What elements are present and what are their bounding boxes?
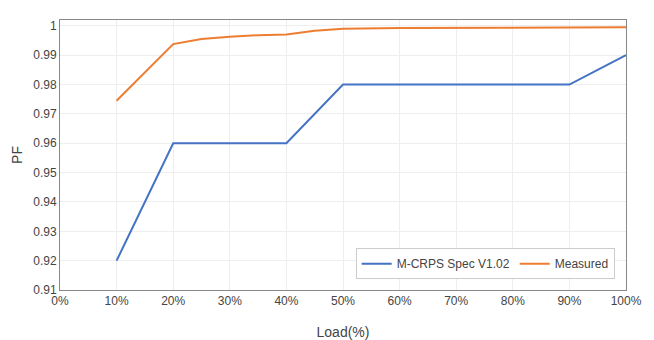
svg-text:70%: 70%: [444, 294, 468, 308]
svg-text:M-CRPS Spec V1.02: M-CRPS Spec V1.02: [397, 257, 510, 271]
svg-text:Measured: Measured: [555, 257, 608, 271]
svg-text:0.99: 0.99: [33, 48, 57, 62]
svg-text:0.97: 0.97: [33, 107, 57, 121]
svg-text:0%: 0%: [51, 294, 69, 308]
svg-text:PF: PF: [9, 146, 25, 164]
svg-text:Load(%): Load(%): [317, 324, 370, 340]
svg-text:80%: 80%: [501, 294, 525, 308]
svg-text:60%: 60%: [388, 294, 412, 308]
svg-text:0.94: 0.94: [33, 195, 57, 209]
svg-text:0.96: 0.96: [33, 136, 57, 150]
svg-text:20%: 20%: [161, 294, 185, 308]
svg-text:30%: 30%: [218, 294, 242, 308]
svg-text:100%: 100%: [611, 294, 642, 308]
svg-text:50%: 50%: [331, 294, 355, 308]
svg-text:0.92: 0.92: [33, 254, 57, 268]
svg-text:0.98: 0.98: [33, 78, 57, 92]
svg-text:0.91: 0.91: [33, 283, 57, 297]
svg-text:40%: 40%: [274, 294, 298, 308]
svg-text:90%: 90%: [557, 294, 581, 308]
svg-text:0.95: 0.95: [33, 166, 57, 180]
svg-text:0.93: 0.93: [33, 225, 57, 239]
svg-text:1: 1: [50, 19, 57, 33]
svg-text:10%: 10%: [105, 294, 129, 308]
